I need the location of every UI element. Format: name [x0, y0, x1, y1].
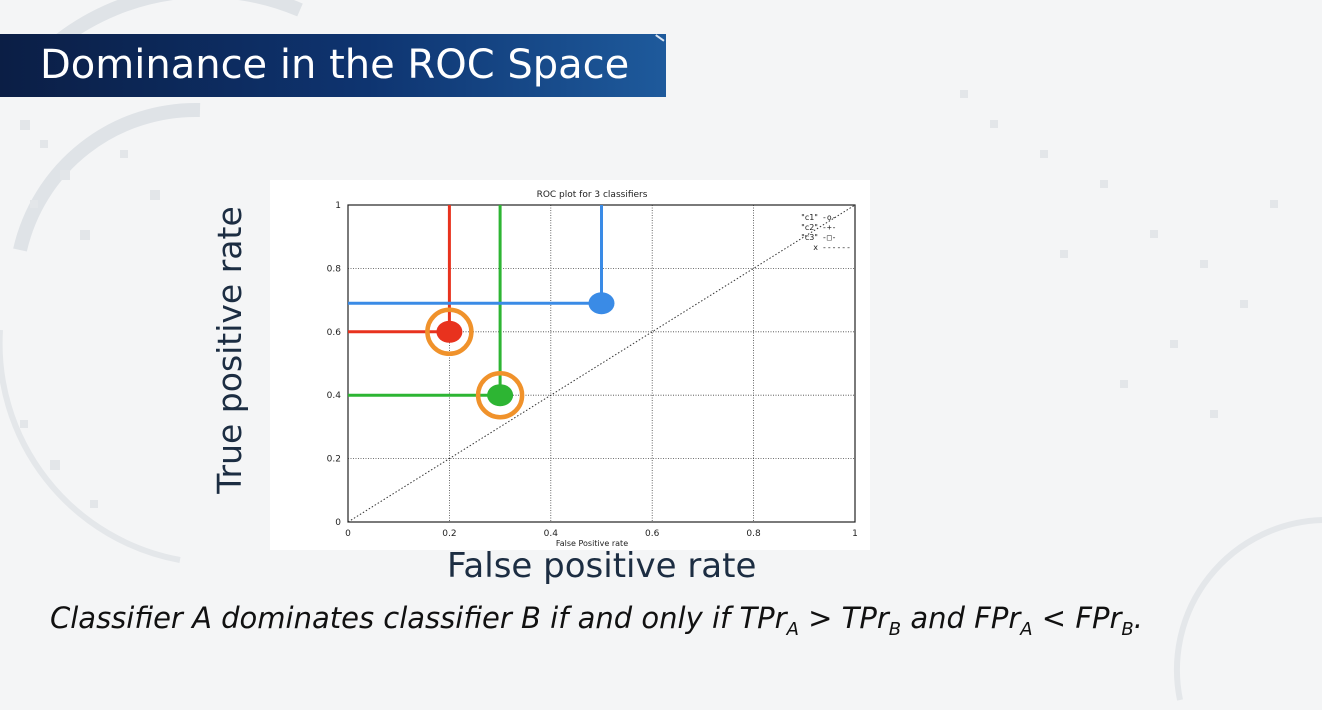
highlight-ring: [475, 370, 525, 420]
dominance-statement: Classifier A dominates classifier B if a…: [50, 598, 1143, 650]
legend-marker: -□-: [822, 233, 836, 242]
x-axis-caption: False positive rate: [447, 546, 757, 586]
x-tick-label: 0.2: [442, 529, 456, 539]
legend-marker: -o-: [822, 213, 836, 222]
chart-title: ROC plot for 3 classifiers: [537, 190, 648, 200]
classifier-point-1: [436, 320, 463, 343]
y-tick-label: 1: [335, 201, 341, 211]
y-axis-caption: True positive rate: [210, 206, 249, 494]
chart-background: [270, 180, 870, 550]
y-tick-label: 0.6: [327, 328, 342, 338]
legend-label: "c1": [801, 213, 818, 222]
statement-part-3: and FPr: [901, 601, 1021, 635]
y-tick-label: 0.2: [327, 455, 341, 465]
legend-marker: ------: [822, 243, 851, 252]
statement-subscript-4: B: [1121, 619, 1134, 640]
title-bar: [0, 34, 666, 97]
y-tick-label: 0.4: [327, 391, 342, 401]
slide-title: Dominance in the ROC Space: [40, 42, 630, 88]
x-tick-labels: 0 0.2 0.4 0.6 0.8 1: [345, 529, 858, 539]
legend-label: x: [813, 243, 818, 252]
statement-part-5: .: [1133, 601, 1143, 635]
x-tick-label: 0.4: [544, 529, 559, 539]
statement-subscript-3: A: [1020, 619, 1033, 640]
statement-part-1: Classifier A dominates classifier B if a…: [50, 601, 787, 635]
random-classifier-diagonal: [347, 204, 856, 523]
y-tick-label: 0: [335, 518, 341, 528]
x-tick-label: 0: [345, 529, 351, 539]
legend-marker: -+-: [822, 223, 836, 232]
x-tick-label: 1: [852, 529, 858, 539]
classifier-point-3: [588, 292, 615, 315]
y-tick-labels: 0 0.2 0.4 0.6 0.8 1: [327, 201, 342, 528]
classifier-points: [425, 292, 615, 420]
classifier-guide-lines: [348, 205, 603, 397]
statement-subscript-1: A: [786, 619, 799, 640]
statement-part-4: < FPr: [1032, 601, 1122, 635]
title-corner-mark: [649, 34, 665, 50]
legend-label: "c2": [801, 223, 818, 232]
statement-part-2: > TPr: [798, 601, 889, 635]
chart-x-axis-label: False Positive rate: [556, 539, 628, 548]
chart-legend: "c1" -o- "c2" -+- "c3" -□- x ------: [801, 213, 851, 252]
x-tick-label: 0.8: [746, 529, 761, 539]
y-tick-label: 0.8: [327, 264, 342, 274]
classifier-point-2: [487, 384, 514, 407]
legend-label: "c3": [801, 233, 818, 242]
roc-chart: 0 0.2 0.4 0.6 0.8 1 0 0.2 0.4 0.6 0.8 1 ROC plot f…: [270, 180, 870, 550]
x-tick-label: 0.6: [645, 529, 660, 539]
statement-subscript-2: B: [888, 619, 902, 640]
highlight-ring: [425, 307, 474, 357]
